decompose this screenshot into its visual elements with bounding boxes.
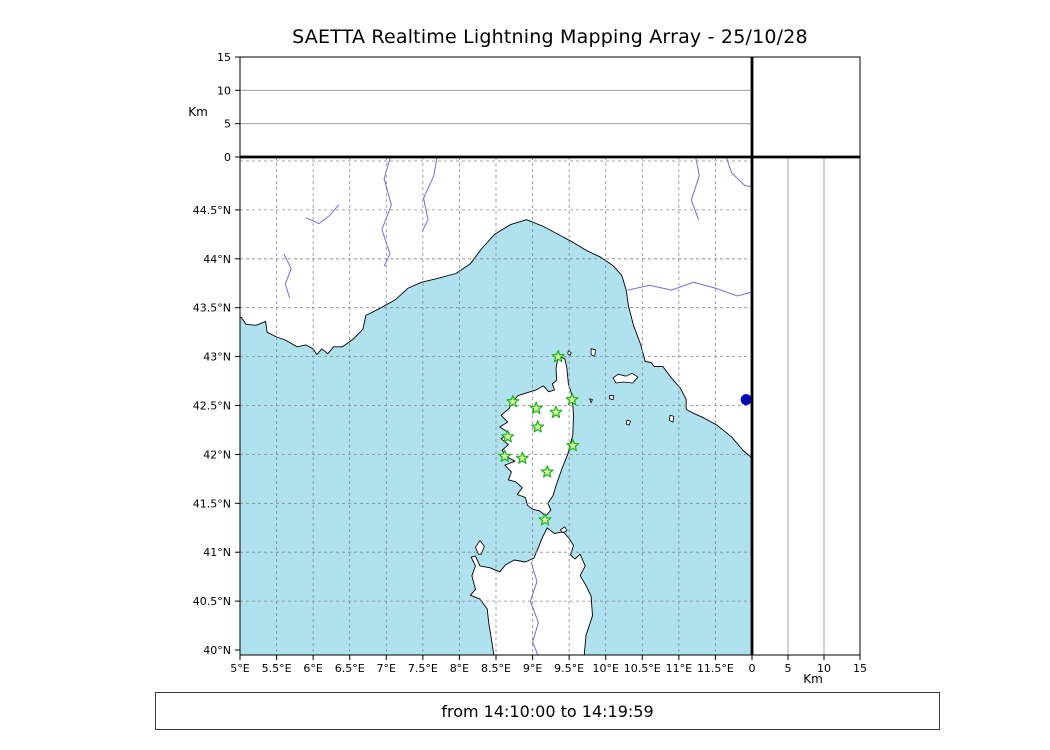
lon-tick-label: 5.5°E [262, 662, 292, 675]
station-marker [566, 438, 580, 452]
small-island [589, 398, 593, 404]
lat-tick-label: 40°N [203, 644, 231, 657]
alt-tick-label: 5 [785, 662, 792, 675]
altitude-panel-corner [752, 57, 860, 157]
river-line [627, 281, 752, 297]
river-line [283, 253, 292, 299]
sardinia-island [469, 527, 593, 655]
lon-tick-label: 10.5°E [624, 662, 661, 675]
river-line [421, 157, 438, 232]
lon-tick-label: 8.5°E [481, 662, 511, 675]
corsica-island [499, 356, 574, 517]
lat-tick-label: 42°N [203, 448, 231, 461]
figure-title: SAETTA Realtime Lightning Mapping Array … [292, 26, 808, 48]
lat-tick-label: 40.5°N [193, 595, 231, 608]
small-island [567, 350, 572, 357]
lon-tick-label: 6.5°E [335, 662, 365, 675]
altitude-axis-label-left: Km [188, 105, 208, 119]
lat-tick-label: 41.5°N [193, 497, 231, 510]
station-marker [515, 451, 529, 464]
altitude-panel-top [240, 57, 752, 157]
lat-tick-label: 44.5°N [193, 204, 231, 217]
alt-tick-label: 15 [853, 662, 867, 675]
lat-tick-label: 43°N [203, 351, 231, 364]
small-island [612, 372, 639, 384]
altitude-axis-label-bottom: Km [803, 672, 823, 686]
station-marker [538, 513, 552, 526]
lon-tick-label: 11.5°E [697, 662, 734, 675]
lon-tick-label: 6°E [303, 662, 322, 675]
small-island [625, 419, 631, 426]
station-marker [549, 405, 563, 418]
river-line [305, 204, 340, 225]
small-island [668, 414, 675, 423]
lon-tick-label: 11°E [666, 662, 692, 675]
station-marker [529, 401, 543, 414]
altitude-panel-right [752, 157, 860, 655]
station-marker [551, 349, 565, 363]
lon-tick-label: 7°E [377, 662, 396, 675]
mainland-coast [240, 157, 752, 459]
lon-tick-label: 5°E [230, 662, 249, 675]
station-marker [498, 449, 512, 462]
alt-tick-label: 0 [224, 151, 231, 164]
station-marker [506, 394, 520, 408]
station-marker [540, 465, 554, 478]
lat-tick-label: 41°N [203, 546, 231, 559]
lon-tick-label: 8°E [450, 662, 469, 675]
lat-tick-label: 44°N [203, 253, 231, 266]
small-island [609, 395, 615, 401]
river-line [725, 157, 752, 188]
lon-tick-label: 9.5°E [554, 662, 584, 675]
alt-tick-label: 5 [224, 118, 231, 131]
small-island [560, 526, 568, 533]
alt-tick-label: 0 [749, 662, 756, 675]
small-island [475, 540, 485, 555]
alt-tick-label: 10 [217, 84, 231, 97]
alt-tick-label: 10 [817, 662, 831, 675]
figure-frame [239, 56, 861, 656]
lat-tick-label: 43.5°N [193, 302, 231, 315]
lon-tick-label: 7.5°E [408, 662, 438, 675]
map-plot-canvas: 40°N 40.5°N 41°N 41.5°N 42°N 42.5°N 43°N 43.5°N… [188, 51, 867, 686]
station-marker [501, 430, 515, 443]
lat-tick-label: 42.5°N [193, 400, 231, 413]
alt-tick-label: 15 [217, 51, 231, 64]
time-window-label: from 14:10:00 to 14:19:59 [441, 701, 654, 721]
lon-tick-label: 9°E [523, 662, 542, 675]
lon-tick-label: 10°E [592, 662, 618, 675]
river-line [529, 561, 539, 655]
station-marker [531, 420, 545, 433]
station-marker [565, 392, 579, 406]
highlight-point [740, 394, 752, 406]
status-bar: from 14:10:00 to 14:19:59 [155, 692, 940, 730]
